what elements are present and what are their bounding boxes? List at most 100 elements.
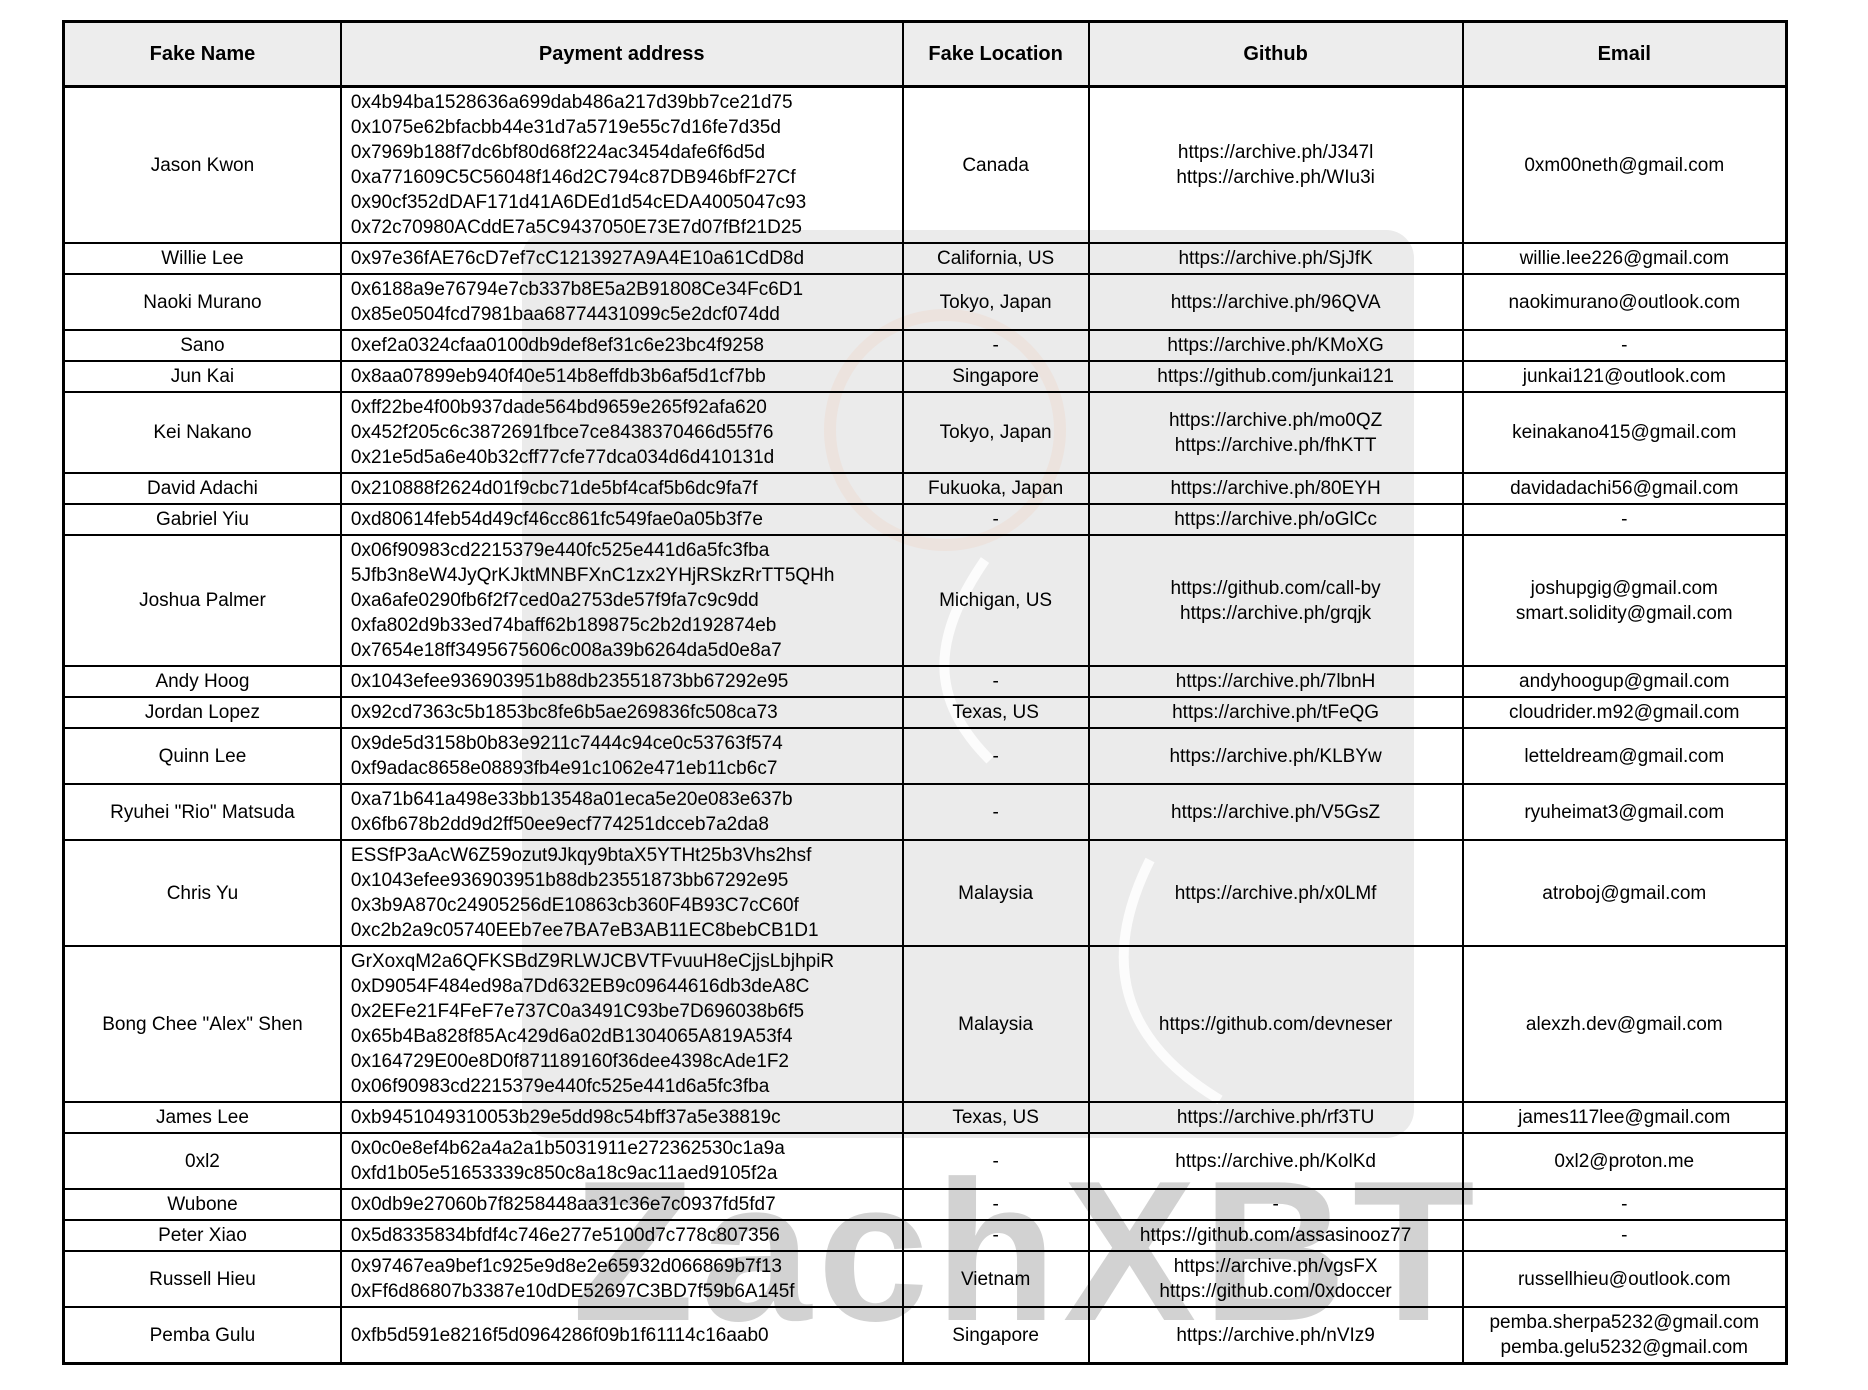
cell-line: Texas, US xyxy=(952,702,1039,723)
github-cell: https://archive.ph/80EYH xyxy=(1087,472,1464,505)
payment-address-cell: 0x6188a9e76794e7cb337b8E5a2B91808Ce34Fc6… xyxy=(339,273,904,331)
cell-line: 0x6188a9e76794e7cb337b8E5a2B91808Ce34Fc6… xyxy=(350,279,804,300)
cell-line: https://archive.ph/KolKd xyxy=(1175,1150,1376,1172)
cell-line: Jordan Lopez xyxy=(144,702,261,723)
cell-line: Singapore xyxy=(952,366,1039,387)
cell-line: Ryuhei "Rio" Matsuda xyxy=(110,801,295,823)
email-cell: - xyxy=(1461,1219,1788,1252)
email-cell: - xyxy=(1461,329,1788,362)
cell-line: https://archive.ph/fhKTT xyxy=(1174,434,1377,456)
github-cell: https://archive.ph/x0LMf xyxy=(1087,839,1464,947)
cell-line: 0xb9451049310053b29e5dd98c54bff37a5e3881… xyxy=(350,1107,781,1128)
github-cell: https://github.com/assasinooz77 xyxy=(1087,1219,1464,1252)
payment-address-cell: 0x9de5d3158b0b83e9211c7444c94ce0c53763f5… xyxy=(339,727,904,785)
cell-line: Malaysia xyxy=(958,882,1034,904)
name-cell: Naoki Murano xyxy=(62,273,342,331)
email-cell: letteldream@gmail.com xyxy=(1461,727,1788,785)
cell-line: pemba.sherpa5232@gmail.com xyxy=(1489,1312,1760,1333)
email-cell: 0xl2@proton.me xyxy=(1461,1132,1788,1190)
table-row: Wubone 0x0db9e27060b7f8258448aa31c36e7c09… xyxy=(62,1188,1788,1221)
github-cell: https://github.com/call-by https://archiv… xyxy=(1087,534,1464,667)
cell-line: Jason Kwon xyxy=(150,154,255,176)
name-cell: Quinn Lee xyxy=(62,727,342,785)
cell-line: Chris Yu xyxy=(166,882,239,904)
cell-line: - xyxy=(1272,1194,1279,1215)
payment-address-cell: 0xef2a0324cfaa0100db9def8ef31c6e23bc4f92… xyxy=(339,329,904,362)
github-cell: https://archive.ph/KolKd xyxy=(1087,1132,1464,1190)
cell-line: Jun Kai xyxy=(170,366,235,387)
cell-line: pemba.gelu5232@gmail.com xyxy=(1500,1337,1748,1358)
cell-line: 0xfd1b05e51653339c850c8a18c9ac11aed9105f… xyxy=(350,1163,778,1184)
cell-line: letteldream@gmail.com xyxy=(1524,745,1725,767)
cell-line: willie.lee226@gmail.com xyxy=(1519,248,1729,269)
location-cell: - xyxy=(901,329,1090,362)
cell-line: https://archive.ph/SjJfK xyxy=(1178,248,1373,269)
cell-line: 0x1043efee936903951b88db23551873bb67292e… xyxy=(350,671,789,692)
cell-line: https://archive.ph/KMoXG xyxy=(1167,335,1384,356)
cell-line: Canada xyxy=(962,154,1029,176)
payment-address-cell: 0xb9451049310053b29e5dd98c54bff37a5e3881… xyxy=(339,1101,904,1134)
cell-line: https://github.com/assasinooz77 xyxy=(1139,1225,1412,1246)
cell-line: https://archive.ph/WIu3i xyxy=(1176,167,1375,188)
location-cell: Tokyo, Japan xyxy=(901,391,1090,474)
header-fake-name: Fake Name xyxy=(62,20,342,88)
cell-line: 0x1043efee936903951b88db23551873bb67292e… xyxy=(350,870,789,891)
cell-line: https://archive.ph/J347l xyxy=(1177,142,1374,163)
payment-address-cell: GrXoxqM2a6QFKSBdZ9RLWJCBVTFvuuH8eCjjsLbj… xyxy=(339,945,904,1103)
email-cell: russellhieu@outlook.com xyxy=(1461,1250,1788,1308)
email-cell: cloudrider.m92@gmail.com xyxy=(1461,696,1788,729)
cell-line: 0xl2@proton.me xyxy=(1554,1150,1695,1172)
cell-line: 0xf9adac8658e08893fb4e91c1062e471eb11cb6… xyxy=(350,758,778,779)
cell-line: James Lee xyxy=(155,1107,249,1128)
location-cell: Vietnam xyxy=(901,1250,1090,1308)
table-row: Sano 0xef2a0324cfaa0100db9def8ef31c6e23bc… xyxy=(62,329,1788,362)
cell-line: Peter Xiao xyxy=(158,1225,247,1246)
email-cell: junkai121@outlook.com xyxy=(1461,360,1788,393)
cell-line: https://archive.ph/grqjk xyxy=(1180,602,1372,624)
github-cell: https://github.com/junkai121 xyxy=(1087,360,1464,393)
cell-line: 0x85e0504fcd7981baa68774431099c5e2dcf074… xyxy=(350,304,780,325)
email-cell: james117lee@gmail.com xyxy=(1461,1101,1788,1134)
payment-address-cell: 0x4b94ba1528636a699dab486a217d39bb7ce21d… xyxy=(339,85,904,244)
cell-line: 0x21e5d5a6e40b32cff77cfe77dca034d6d41013… xyxy=(350,447,775,468)
email-cell: alexzh.dev@gmail.com xyxy=(1461,945,1788,1103)
table-row: Ryuhei "Rio" Matsuda 0xa71b641a498e33bb13… xyxy=(62,783,1788,841)
cell-line: https://archive.ph/KLBYw xyxy=(1169,745,1382,767)
github-cell: https://archive.ph/KMoXG xyxy=(1087,329,1464,362)
table-row: Jason Kwon 0x4b94ba1528636a699dab486a217d… xyxy=(62,85,1788,244)
email-cell: keinakano415@gmail.com xyxy=(1461,391,1788,474)
cell-line: https://archive.ph/7lbnH xyxy=(1175,671,1376,692)
table-row: Bong Chee "Alex" Shen GrXoxqM2a6QFKSBdZ9R… xyxy=(62,945,1788,1103)
location-cell: - xyxy=(901,1219,1090,1252)
header-email: Email xyxy=(1461,20,1788,88)
table-row: Willie Lee 0x97e36fAE76cD7ef7cC1213927A9A… xyxy=(62,242,1788,275)
payment-address-cell: 0x5d8335834bfdf4c746e277e5100d7c778c8073… xyxy=(339,1219,904,1252)
table-row: Chris Yu ESSfP3aAcW6Z59ozut9Jkqy9btaX5YTH… xyxy=(62,839,1788,947)
github-cell: - xyxy=(1087,1188,1464,1221)
location-cell: Texas, US xyxy=(901,1101,1090,1134)
name-cell: Peter Xiao xyxy=(62,1219,342,1252)
header-payment-address: Payment address xyxy=(339,20,904,88)
cell-line: 0x210888f2624d01f9cbc71de5bf4caf5b6dc9fa… xyxy=(350,478,758,499)
location-cell: Fukuoka, Japan xyxy=(901,472,1090,505)
location-cell: Malaysia xyxy=(901,839,1090,947)
cell-line: https://github.com/0xdoccer xyxy=(1159,1281,1392,1302)
cell-line: 0x06f90983cd2215379e440fc525e441d6a5fc3f… xyxy=(350,1076,770,1097)
cell-line: - xyxy=(992,1225,999,1246)
cell-line: Tokyo, Japan xyxy=(939,291,1052,313)
github-cell: https://archive.ph/J347l https://archive.… xyxy=(1087,85,1464,244)
table-row: James Lee 0xb9451049310053b29e5dd98c54bff… xyxy=(62,1101,1788,1134)
payment-address-cell: 0x92cd7363c5b1853bc8fe6b5ae269836fc508ca… xyxy=(339,696,904,729)
github-cell: https://archive.ph/oGlCc xyxy=(1087,503,1464,536)
cell-line: https://archive.ph/tFeQG xyxy=(1172,702,1380,723)
cell-line: 0xc2b2a9c05740EEb7ee7BA7eB3AB11EC8bebCB1… xyxy=(350,920,819,941)
cell-line: Texas, US xyxy=(952,1107,1039,1128)
header-row: Fake Name Payment address Fake Location … xyxy=(62,20,1788,88)
location-cell: California, US xyxy=(901,242,1090,275)
cell-line: 0x97467ea9bef1c925e9d8e2e65932d066869b7f… xyxy=(350,1256,782,1277)
email-cell: joshupgig@gmail.com smart.solidity@gmail.… xyxy=(1461,534,1788,667)
name-cell: Russell Hieu xyxy=(62,1250,342,1308)
name-cell: Sano xyxy=(62,329,342,362)
cell-line: 0x0c0e8ef4b62a4a2a1b5031911e272362530c1a… xyxy=(350,1138,785,1159)
cell-line: https://archive.ph/V5GsZ xyxy=(1171,801,1381,823)
